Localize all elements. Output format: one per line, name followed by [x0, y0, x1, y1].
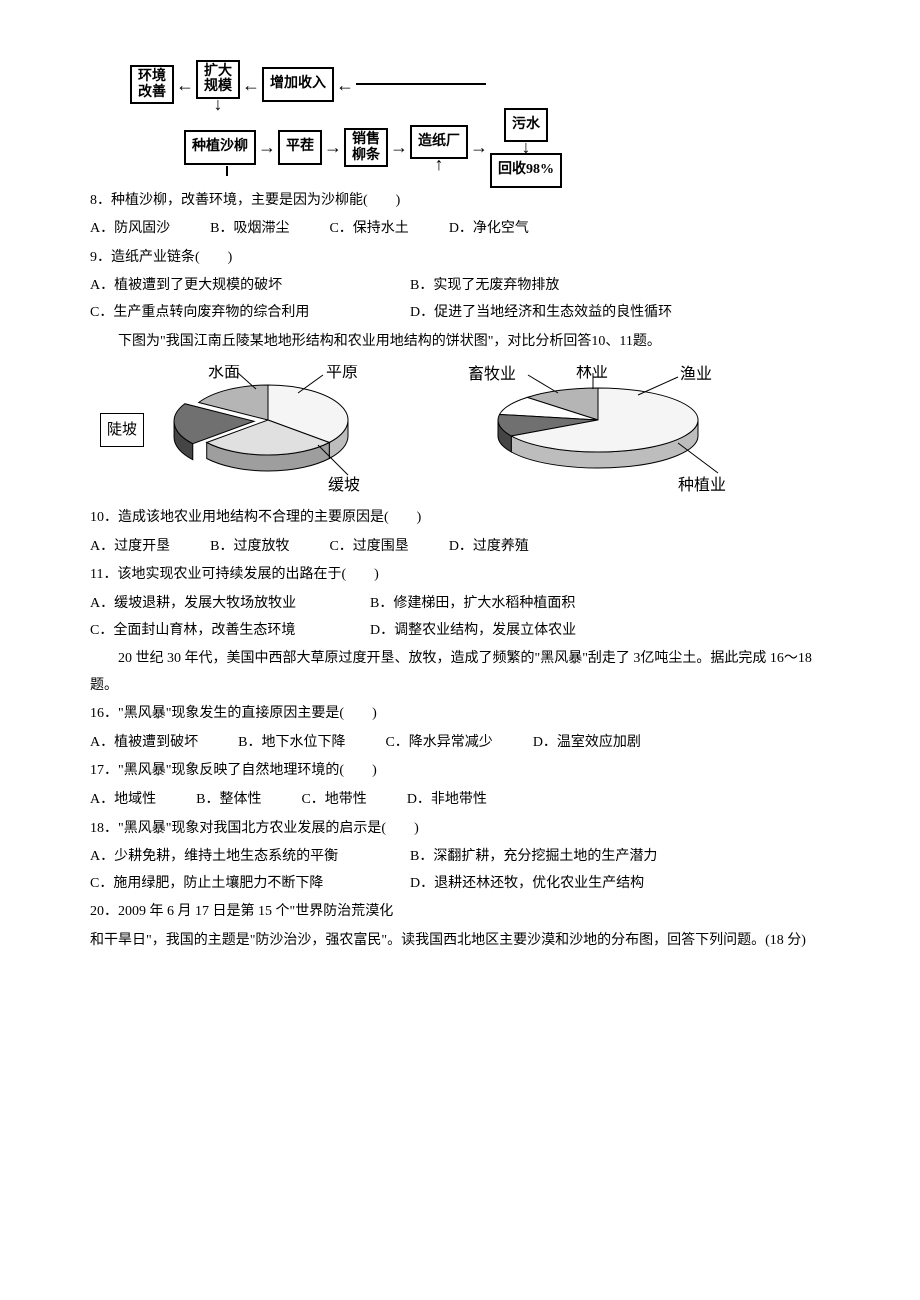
q8-optC: C．保持水土 — [329, 216, 408, 243]
q17-optA: A．地域性 — [90, 787, 156, 814]
svg-text:渔业: 渔业 — [680, 365, 712, 383]
q10-stem: 10．造成该地农业用地结构不合理的主要原因是( ) — [90, 505, 830, 532]
node-env: 环境改善 — [130, 65, 174, 104]
q20-line2: 和干旱日"，我国的主题是"防沙治沙，强农富民"。读我国西北地区主要沙漠和沙地的分… — [90, 928, 830, 955]
q9-optA: A．植被遭到了更大规模的破坏 — [90, 273, 410, 300]
q17-optD: D．非地带性 — [407, 787, 487, 814]
node-expand: 扩大规模 — [196, 60, 240, 99]
q10-optD: D．过度养殖 — [449, 534, 529, 561]
q9-optC: C．生产重点转向废弃物的综合利用 — [90, 300, 410, 327]
arrow: ↑ — [410, 159, 468, 170]
q11-options-row1: A．缓坡退耕，发展大牧场放牧业 B．修建梯田，扩大水稻种植面积 — [90, 591, 830, 618]
svg-text:林业: 林业 — [576, 365, 608, 381]
svg-text:缓坡: 缓坡 — [328, 476, 360, 494]
q8-options: A．防风固沙 B．吸烟滞尘 C．保持水土 D．净化空气 — [90, 216, 830, 243]
q18-optA: A．少耕免耕，维持土地生态系统的平衡 — [90, 844, 410, 871]
q11-optA: A．缓坡退耕，发展大牧场放牧业 — [90, 591, 370, 618]
node-plant: 种植沙柳 — [184, 130, 256, 165]
q17-optC: C．地带性 — [301, 787, 366, 814]
node-expand-label: 扩大规模 — [204, 64, 232, 94]
node-income-label: 增加收入 — [270, 76, 326, 91]
q9-options-row2: C．生产重点转向废弃物的综合利用 D．促进了当地经济和生态效益的良性循环 — [90, 300, 830, 327]
q9-optB: B．实现了无废弃物排放 — [410, 273, 559, 300]
node-recycle-label: 回收98% — [498, 162, 554, 177]
q18-optC: C．施用绿肥，防止土壤肥力不断下降 — [90, 871, 410, 898]
svg-text:水面: 水面 — [208, 365, 240, 381]
q10-optA: A．过度开垦 — [90, 534, 170, 561]
pie1-steep-label: 陡坡 — [100, 413, 144, 448]
arrow: → — [468, 130, 490, 164]
pie-landuse: 畜牧业 林业 渔业 种植业 — [448, 365, 768, 495]
node-paper-label: 造纸厂 — [418, 134, 460, 149]
q17-optB: B．整体性 — [196, 787, 261, 814]
q16-optA: A．植被遭到破坏 — [90, 730, 198, 757]
svg-text:平原: 平原 — [326, 365, 358, 381]
q11-optD: D．调整农业结构，发展立体农业 — [370, 618, 576, 645]
pie-terrain: 水面 平原 缓坡 — [148, 365, 408, 495]
flowchart: 环境改善 ← 扩大规模 ↓ ← 增加收入 ← 种植沙柳 → 平茬 → 销售柳条 … — [130, 60, 830, 176]
arrow: → — [322, 130, 344, 164]
q8-optA: A．防风固沙 — [90, 216, 170, 243]
arrow: ← — [174, 68, 196, 102]
arrow: ← — [240, 68, 262, 102]
q18-stem: 18．"黑风暴"现象对我国北方农业发展的启示是( ) — [90, 816, 830, 843]
q10-options: A．过度开垦 B．过度放牧 C．过度围垦 D．过度养殖 — [90, 534, 830, 561]
q9-options-row1: A．植被遭到了更大规模的破坏 B．实现了无废弃物排放 — [90, 273, 830, 300]
q18-options-row2: C．施用绿肥，防止土壤肥力不断下降 D．退耕还林还牧，优化农业生产结构 — [90, 871, 830, 898]
q18-optD: D．退耕还林还牧，优化农业生产结构 — [410, 871, 644, 898]
pie-intro: 下图为"我国江南丘陵某地地形结构和农业用地结构的饼状图"，对比分析回答10、11… — [90, 329, 830, 356]
q8-optD: D．净化空气 — [449, 216, 529, 243]
q8-stem: 8．种植沙柳，改善环境，主要是因为沙柳能( ) — [90, 188, 830, 215]
q16-optD: D．温室效应加剧 — [533, 730, 641, 757]
q10-optC: C．过度围垦 — [329, 534, 408, 561]
node-recycle: 回收98% — [490, 153, 562, 188]
arrow: → — [388, 130, 410, 164]
q16-optC: C．降水异常减少 — [385, 730, 492, 757]
q17-stem: 17．"黑风暴"现象反映了自然地理环境的( ) — [90, 758, 830, 785]
q16-options: A．植被遭到破坏 B．地下水位下降 C．降水异常减少 D．温室效应加剧 — [90, 730, 830, 757]
intro-16-18: 20 世纪 30 年代，美国中西部大草原过度开垦、放牧，造成了频繁的"黑风暴"刮… — [90, 646, 830, 699]
node-env-label: 环境改善 — [138, 69, 166, 99]
q9-optD: D．促进了当地经济和生态效益的良性循环 — [410, 300, 672, 327]
node-income: 增加收入 — [262, 67, 334, 102]
arrow: → — [256, 130, 278, 164]
q8-optB: B．吸烟滞尘 — [210, 216, 289, 243]
q11-optB: B．修建梯田，扩大水稻种植面积 — [370, 591, 575, 618]
node-sell: 销售柳条 — [344, 128, 388, 167]
arrow: ← — [334, 68, 356, 102]
q18-optB: B．深翻扩耕，充分挖掘土地的生产潜力 — [410, 844, 657, 871]
node-sewage-label: 污水 — [512, 117, 540, 132]
q16-stem: 16．"黑风暴"现象发生的直接原因主要是( ) — [90, 701, 830, 728]
q11-optC: C．全面封山育林，改善生态环境 — [90, 618, 370, 645]
arrow: ↓ — [490, 142, 562, 153]
node-flat: 平茬 — [278, 130, 322, 165]
q18-options-row1: A．少耕免耕，维持土地生态系统的平衡 B．深翻扩耕，充分挖掘土地的生产潜力 — [90, 844, 830, 871]
q17-options: A．地域性 B．整体性 C．地带性 D．非地带性 — [90, 787, 830, 814]
arrow: ↓ — [196, 99, 240, 110]
q11-stem: 11．该地实现农业可持续发展的出路在于( ) — [90, 562, 830, 589]
node-sell-label: 销售柳条 — [352, 132, 380, 162]
svg-text:种植业: 种植业 — [678, 476, 726, 494]
q9-stem: 9．造纸产业链条( ) — [90, 245, 830, 272]
node-plant-label: 种植沙柳 — [192, 139, 248, 154]
node-flat-label: 平茬 — [286, 139, 314, 154]
q10-optB: B．过度放牧 — [210, 534, 289, 561]
q11-options-row2: C．全面封山育林，改善生态环境 D．调整农业结构，发展立体农业 — [90, 618, 830, 645]
q20-line1: 20．2009 年 6 月 17 日是第 15 个"世界防治荒漠化 — [90, 899, 830, 926]
svg-text:畜牧业: 畜牧业 — [468, 365, 516, 383]
q16-optB: B．地下水位下降 — [238, 730, 345, 757]
pie-charts: 陡坡 水面 平原 缓坡 畜牧业 林业 渔业 种植业 — [100, 365, 830, 495]
